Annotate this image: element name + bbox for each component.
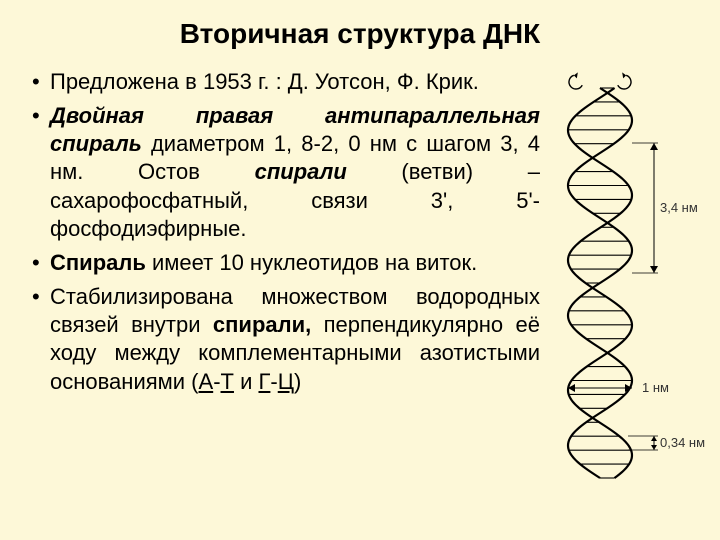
text-run: Ц [278, 369, 294, 394]
text-run: ) [294, 369, 301, 394]
content-row: Предложена в 1953 г. : Д. Уотсон, Ф. Кри… [24, 68, 696, 498]
bullet-item: Двойная правая антипараллельная спираль … [32, 102, 540, 243]
bullet-item: Стабилизирована множеством водородных св… [32, 283, 540, 396]
bullet-item: Предложена в 1953 г. : Д. Уотсон, Ф. Кри… [32, 68, 540, 96]
text-run: - [213, 369, 220, 394]
text-run: и [234, 369, 259, 394]
dim-rise-label: 0,34 нм [660, 435, 705, 450]
text-run: Т [221, 369, 234, 394]
text-run: Г [258, 369, 270, 394]
slide: Вторичная структура ДНК Предложена в 195… [0, 0, 720, 540]
bullet-item: Спираль имеет 10 нуклеотидов на виток. [32, 249, 540, 277]
dim-pitch-label: 3,4 нм [660, 200, 698, 215]
text-run: - [270, 369, 277, 394]
dna-figure: 3,4 нм 1 нм 0,34 нм [546, 68, 696, 498]
dim-width-label: 1 нм [642, 380, 669, 395]
text-run: Предложена в 1953 г. : Д. Уотсон, Ф. Кри… [50, 69, 479, 94]
bullet-list: Предложена в 1953 г. : Д. Уотсон, Ф. Кри… [24, 68, 540, 402]
dna-helix-svg [546, 68, 696, 498]
text-run: А [199, 369, 214, 394]
text-run: спирали, [213, 312, 311, 337]
slide-title: Вторичная структура ДНК [24, 18, 696, 50]
text-run: Спираль [50, 250, 146, 275]
text-run: имеет 10 нуклеотидов на виток. [146, 250, 477, 275]
text-run: спирали [255, 159, 347, 184]
